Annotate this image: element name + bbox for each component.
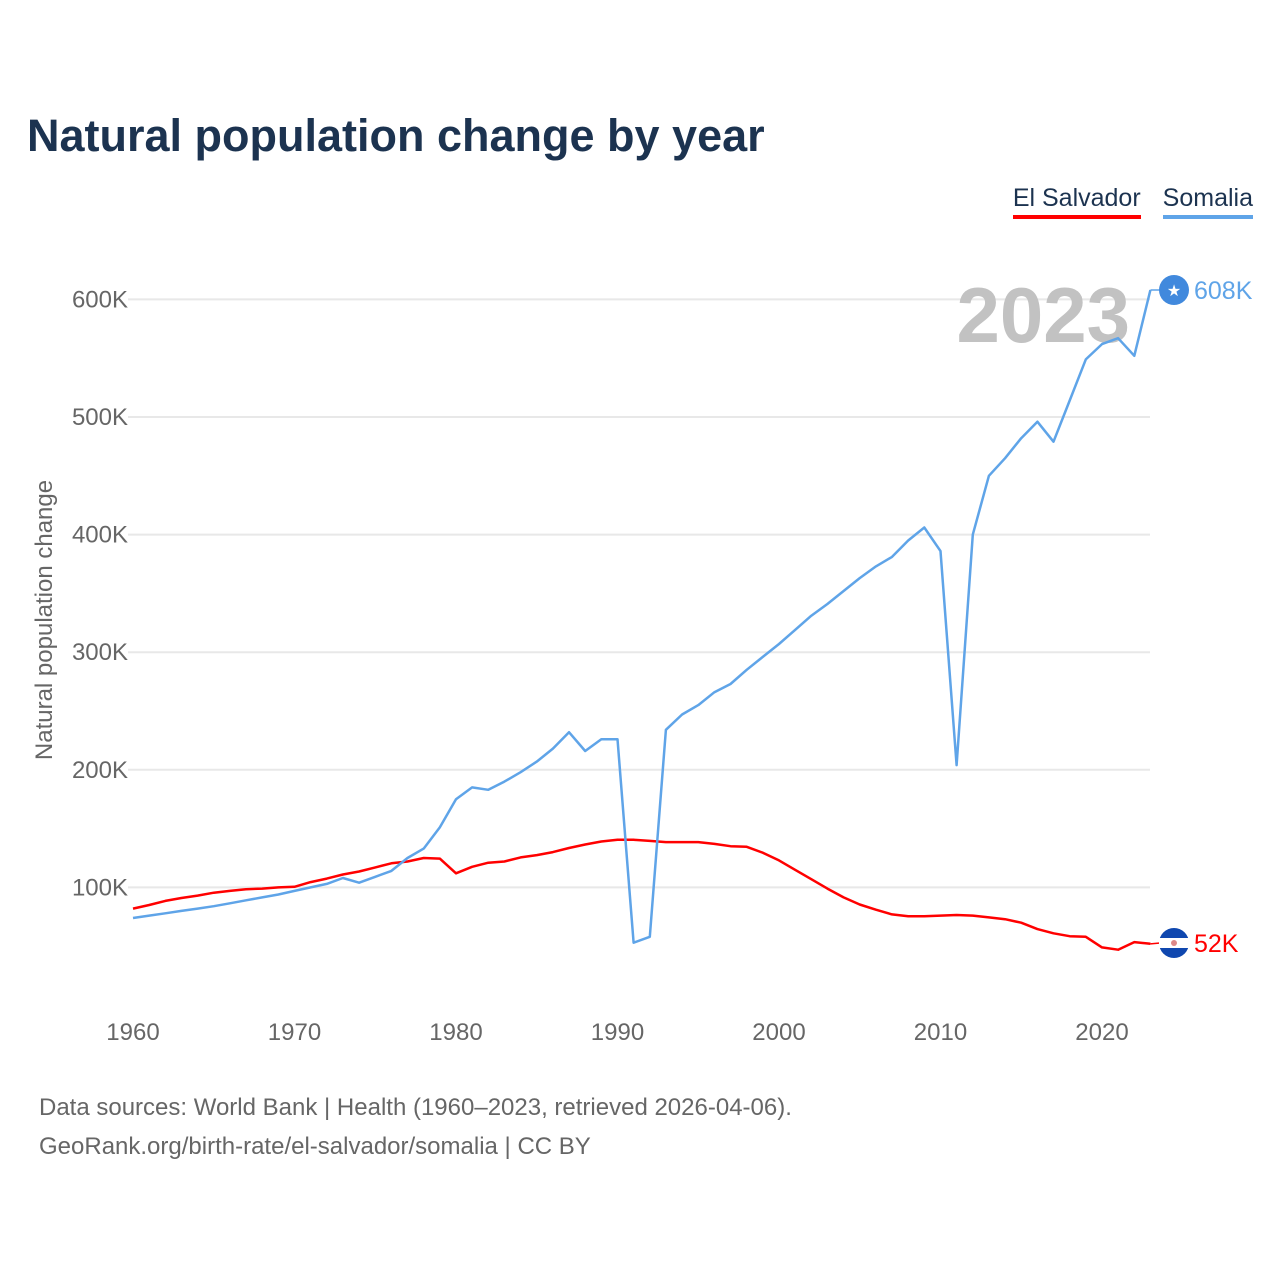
x-tick-label: 1970 xyxy=(268,1019,321,1046)
x-tick-label: 2000 xyxy=(752,1019,805,1046)
y-tick-label: 400K xyxy=(72,522,128,549)
series-line-el-salvador xyxy=(132,838,1151,951)
somalia-flag-icon xyxy=(1159,275,1189,305)
end-value-label: 52K xyxy=(1194,930,1239,958)
end-value-label: 608K xyxy=(1194,277,1253,305)
x-tick-label: 1960 xyxy=(106,1019,159,1046)
source-line-2[interactable]: GeoRank.org/birth-rate/el-salvador/somal… xyxy=(39,1133,591,1160)
x-tick-label: 1980 xyxy=(429,1019,482,1046)
source-line-1: Data sources: World Bank | Health (1960–… xyxy=(39,1094,792,1121)
x-tick-label: 1990 xyxy=(591,1019,644,1046)
year-watermark: 2023 xyxy=(956,271,1130,359)
y-tick-label: 100K xyxy=(72,874,128,901)
source-note: Data sources: World Bank | Health (1960–… xyxy=(39,1088,792,1166)
end-connector xyxy=(1150,942,1161,945)
legend: El Salvador Somalia xyxy=(1012,184,1253,219)
y-tick-label: 600K xyxy=(72,286,128,313)
flag-emblem-icon xyxy=(1171,940,1177,946)
x-tick-label: 2020 xyxy=(1075,1019,1128,1046)
legend-somalia[interactable]: Somalia xyxy=(1162,184,1253,219)
chart-title: Natural population change by year xyxy=(27,110,765,161)
x-tick-label: 2010 xyxy=(914,1019,967,1046)
y-tick-label: 300K xyxy=(72,639,128,666)
y-tick-label: 200K xyxy=(72,757,128,784)
y-axis-label: Natural population change xyxy=(31,480,58,760)
series-line-somalia xyxy=(132,289,1152,944)
y-tick-label: 500K xyxy=(72,404,128,431)
flag-star-icon: ★ xyxy=(1167,283,1181,300)
legend-el-salvador[interactable]: El Salvador xyxy=(1012,184,1141,219)
